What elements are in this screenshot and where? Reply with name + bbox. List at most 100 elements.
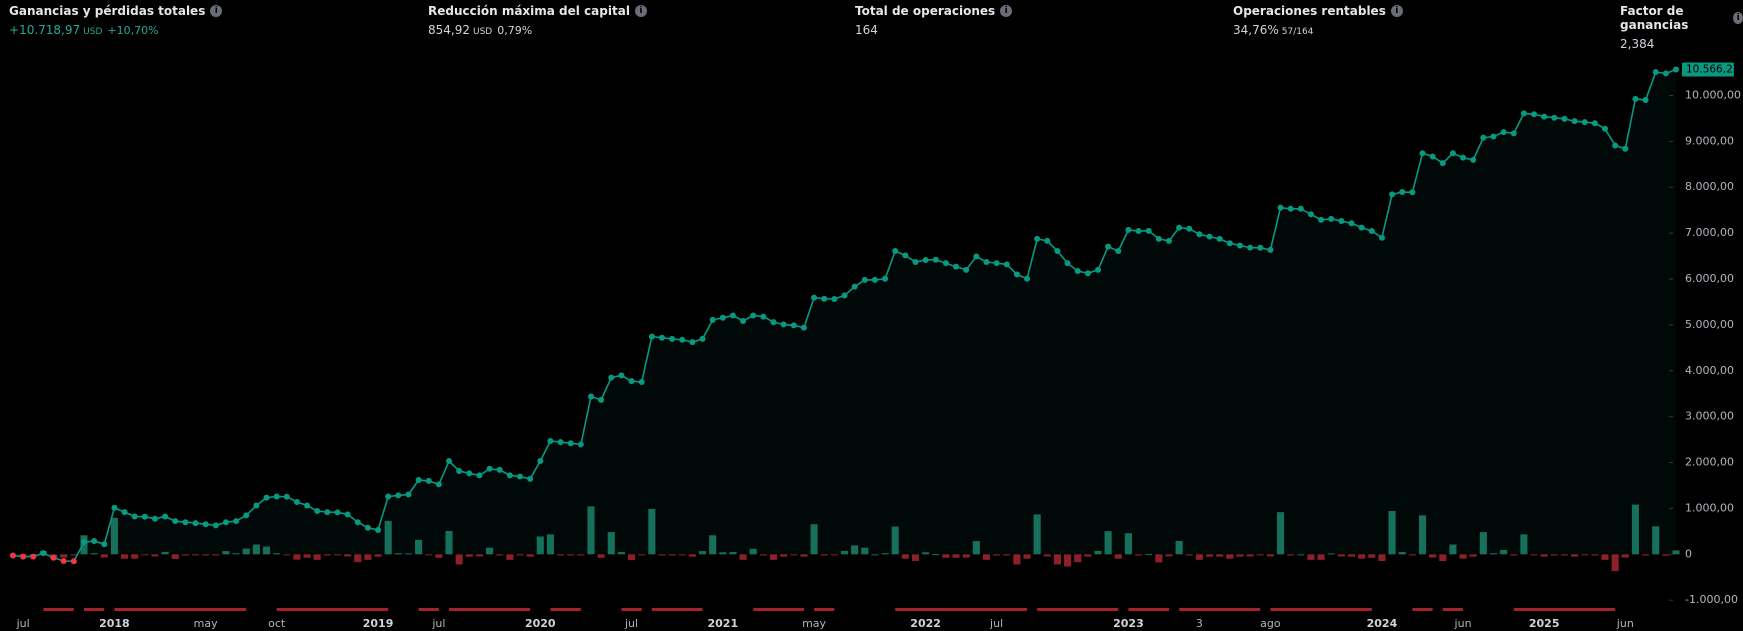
- trade-bar: [567, 554, 575, 556]
- stat-title: Operaciones rentables i: [1233, 4, 1403, 18]
- equity-point: [1267, 246, 1274, 253]
- equity-point: [273, 493, 280, 500]
- trade-bar: [465, 554, 473, 557]
- equity-point: [1561, 115, 1568, 122]
- equity-point: [648, 333, 655, 340]
- equity-point: [892, 248, 899, 255]
- trade-bar: [628, 554, 636, 561]
- equity-point: [222, 519, 229, 526]
- trade-bar: [120, 554, 129, 559]
- stat-title: Factor de ganancias i: [1620, 4, 1743, 32]
- equity-point: [1115, 248, 1122, 255]
- equity-point: [1318, 216, 1325, 223]
- trade-bar: [1185, 554, 1193, 556]
- trade-bar: [1317, 554, 1325, 560]
- drawdown-period: [114, 608, 247, 611]
- trade-bar: [1064, 554, 1072, 567]
- trade-bar: [638, 554, 646, 556]
- stat: Reducción máxima del capital i 854,92 USD 0,…: [428, 4, 647, 37]
- equity-point: [506, 472, 513, 479]
- equity-point: [628, 378, 635, 385]
- trade-bar: [709, 535, 717, 555]
- trade-bar: [1662, 554, 1670, 556]
- trade-bar: [1368, 554, 1376, 558]
- equity-point: [1034, 235, 1041, 242]
- stat-value: 34,76%: [1233, 23, 1279, 37]
- trade-bar: [658, 554, 666, 556]
- trade-bar: [364, 554, 372, 560]
- drawdown-period: [83, 608, 105, 611]
- equity-point: [1500, 129, 1507, 136]
- trade-bar: [1145, 554, 1153, 556]
- trade-bar: [252, 544, 260, 555]
- equity-point: [1084, 270, 1091, 277]
- trade-bar: [475, 554, 484, 557]
- trade-bar: [1652, 526, 1660, 555]
- trade-bar: [1307, 554, 1315, 560]
- trade-bar: [333, 554, 342, 556]
- equity-point: [1571, 118, 1578, 125]
- trade-bar: [384, 520, 392, 555]
- x-tick-label: 2023: [1113, 617, 1144, 630]
- trade-bar: [901, 554, 909, 559]
- equity-point: [1591, 120, 1598, 127]
- equity-point: [385, 493, 392, 500]
- trade-bar: [1642, 554, 1650, 556]
- stat-title-text: Reducción máxima del capital: [428, 4, 630, 18]
- trade-bar: [100, 554, 108, 558]
- equity-point: [831, 295, 838, 302]
- equity-point: [476, 472, 483, 479]
- drawdown-period: [753, 608, 804, 611]
- trade-bar: [313, 554, 321, 560]
- trade-bar: [1560, 554, 1569, 556]
- equity-point: [800, 324, 807, 331]
- equity-point: [1409, 189, 1416, 196]
- equity-point: [60, 557, 67, 564]
- stat-title: Ganancias y pérdidas totales i: [9, 4, 223, 18]
- trade-bar: [1631, 504, 1639, 555]
- equity-point: [40, 550, 47, 557]
- trade-bar: [151, 554, 159, 557]
- equity-point: [151, 515, 158, 522]
- trade-bar: [607, 532, 615, 555]
- trade-bar: [1205, 554, 1214, 557]
- equity-point: [547, 437, 554, 444]
- trade-bar: [1175, 541, 1183, 555]
- drawdown-period: [895, 608, 1028, 611]
- trade-bar: [1256, 554, 1264, 556]
- equity-point: [1439, 160, 1446, 167]
- trade-bar: [516, 554, 524, 556]
- equity-point: [1287, 205, 1294, 212]
- y-tick-label: 7.000,00: [1685, 226, 1734, 239]
- equity-point: [963, 266, 970, 273]
- equity-point: [1378, 234, 1385, 241]
- x-tick-label: oct: [268, 617, 286, 630]
- x-tick-label: jul: [624, 617, 638, 630]
- trade-bar: [496, 554, 504, 556]
- stat-value-row: 854,92 USD 0,79%: [428, 23, 647, 37]
- drawdown-period: [1442, 608, 1464, 611]
- trade-bar: [273, 553, 281, 555]
- drawdown-period: [1513, 608, 1616, 611]
- trade-bar: [131, 554, 139, 559]
- equity-point: [658, 334, 665, 341]
- x-tick-label: may: [194, 617, 218, 630]
- trade-bar: [1226, 554, 1234, 559]
- drawdown-period: [621, 608, 642, 611]
- equity-point: [1247, 244, 1254, 251]
- trade-bar: [719, 552, 727, 555]
- equity-point: [821, 295, 828, 302]
- trade-bar: [982, 554, 991, 560]
- stat-title: Total de operaciones i: [855, 4, 1013, 18]
- trade-bar: [435, 554, 443, 558]
- trade-bar: [1540, 554, 1548, 557]
- equity-point: [871, 276, 878, 283]
- x-tick-label: jun: [1616, 617, 1634, 630]
- trade-bar: [1611, 554, 1619, 572]
- equity-point: [1328, 215, 1335, 222]
- trade-bar: [394, 553, 402, 555]
- trade-bar: [749, 548, 757, 555]
- stat-unit: USD: [83, 27, 103, 37]
